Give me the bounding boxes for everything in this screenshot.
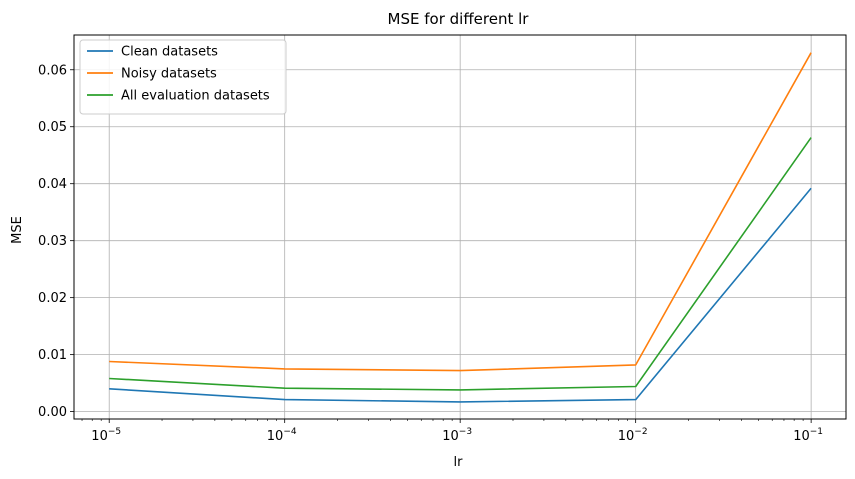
y-tick-label: 0.00 (38, 405, 67, 420)
legend-label: Noisy datasets (121, 67, 217, 82)
series-line-clean-datasets (109, 187, 812, 403)
x-tick-label: 10−4 (267, 427, 297, 444)
legend-label: Clean datasets (121, 45, 218, 60)
x-tick-label: 10−5 (91, 427, 121, 444)
chart-title: MSE for different lr (388, 10, 530, 28)
x-tick-label: 10−1 (793, 427, 823, 444)
y-axis-label: MSE (10, 216, 25, 244)
y-tick-label: 0.03 (38, 234, 67, 249)
x-tick-label: 10−2 (618, 427, 648, 444)
legend-box (79, 39, 287, 115)
series-line-noisy-datasets (109, 52, 812, 372)
y-tick-label: 0.05 (38, 120, 67, 135)
axis-ticks: 10−5 10−4 10−3 10−2 10−1 0.00 0.01 0.02 0.03 0.04… (38, 63, 823, 444)
series-lines (109, 52, 812, 403)
legend: Clean datasets Noisy datasets All evaluati… (79, 39, 287, 115)
y-tick-label: 0.02 (38, 291, 67, 306)
y-tick-label: 0.01 (38, 348, 67, 363)
series-line-all-evaluation-datasets (109, 137, 812, 391)
legend-label: All evaluation datasets (121, 89, 270, 104)
x-axis-label: lr (454, 455, 464, 470)
y-tick-label: 0.04 (38, 177, 67, 192)
x-tick-label: 10−3 (442, 427, 472, 444)
y-tick-label: 0.06 (38, 63, 67, 78)
